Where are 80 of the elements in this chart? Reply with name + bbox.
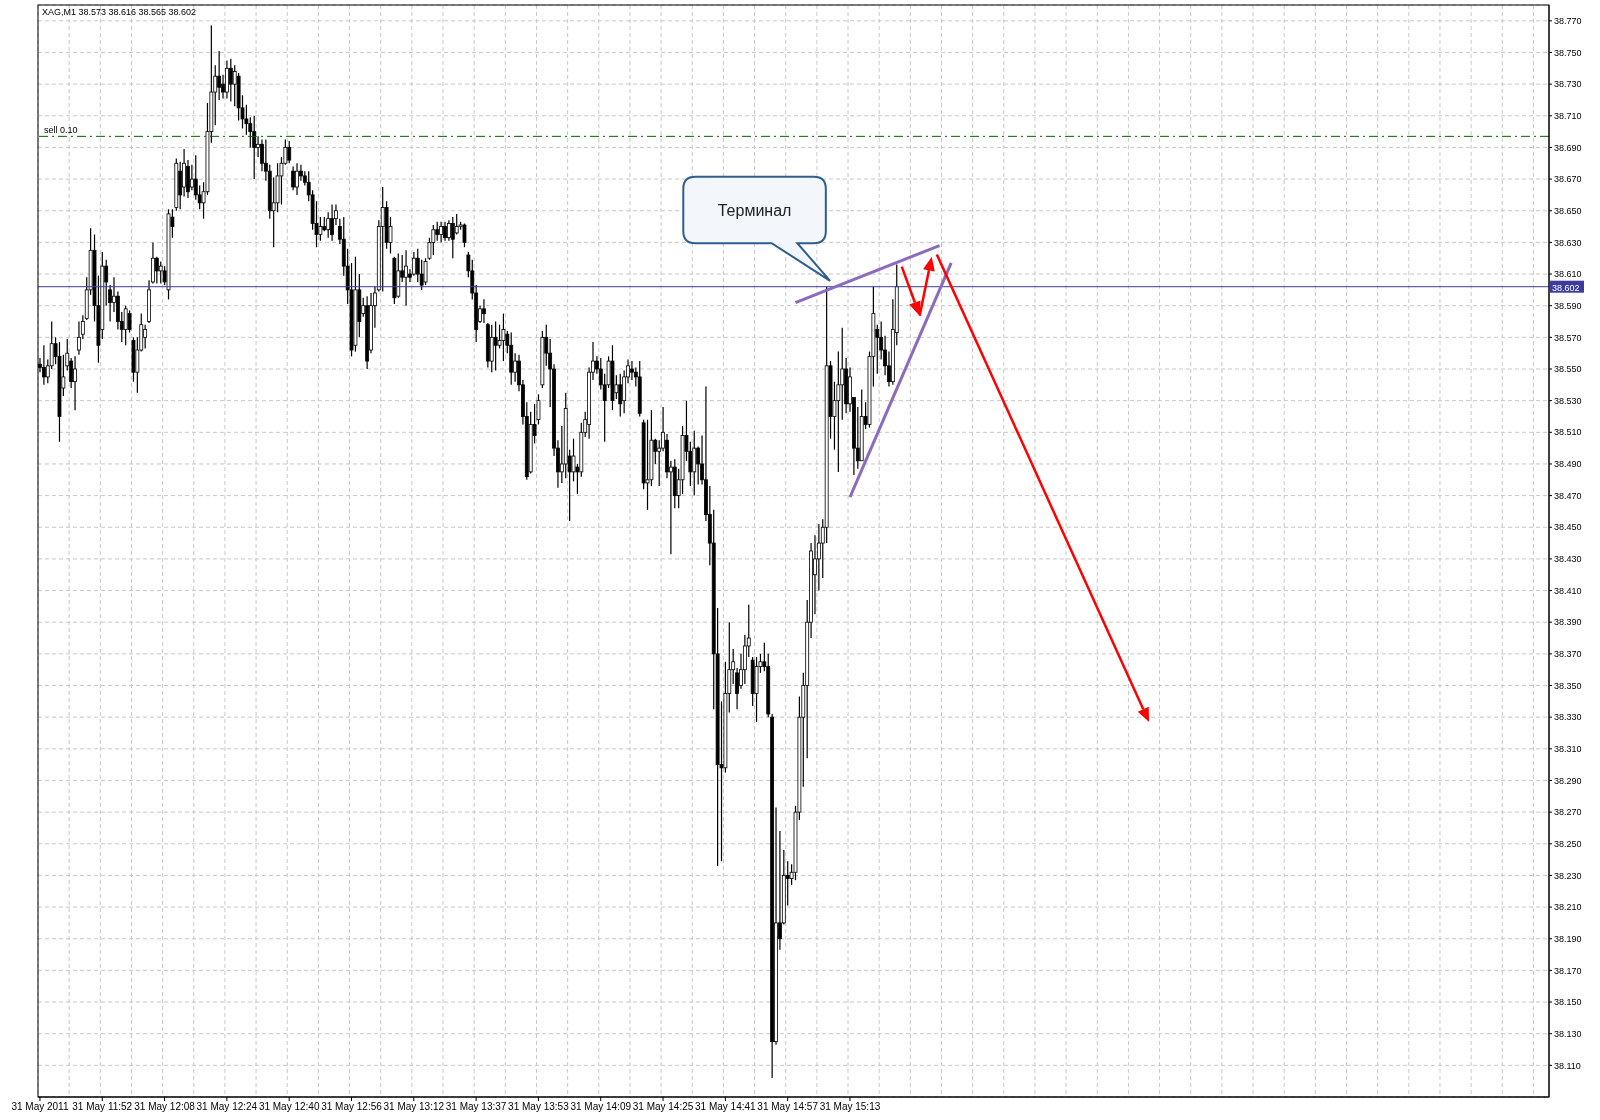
y-tick-label: 38.450 [1554, 522, 1582, 533]
candlestick [158, 260, 163, 285]
x-tick-label: 31 May 13:37 [445, 1101, 507, 1113]
y-tick-label: 38.670 [1554, 174, 1582, 185]
x-tick-label: 31 May 2011 [11, 1101, 69, 1113]
candlestick [73, 355, 77, 411]
x-tick-label: 31 May 14:25 [632, 1101, 694, 1113]
x-tick-label: 31 May 15:13 [819, 1101, 881, 1113]
ref-line-label: sell 0.10 [44, 125, 78, 136]
y-tick-label: 38.410 [1554, 585, 1582, 596]
y-tick-label: 38.690 [1554, 142, 1582, 153]
y-tick-label: 38.350 [1554, 680, 1582, 691]
y-tick-label: 38.130 [1554, 1028, 1582, 1039]
y-tick-label: 38.110 [1554, 1060, 1581, 1071]
x-tick-label: 31 May 14:41 [695, 1101, 757, 1113]
y-tick-label: 38.310 [1554, 744, 1582, 755]
y-tick-label: 38.370 [1554, 649, 1582, 660]
x-tick-label: 31 May 13:53 [508, 1101, 570, 1113]
y-tick-label: 38.590 [1554, 300, 1582, 311]
candlestick [228, 58, 233, 103]
y-tick-label: 38.630 [1554, 237, 1582, 248]
y-tick-label: 38.530 [1554, 395, 1582, 406]
x-tick-label: 31 May 14:09 [570, 1101, 632, 1113]
y-tick-label: 38.470 [1554, 490, 1582, 501]
y-tick-label: 38.710 [1554, 110, 1582, 121]
candlestick [217, 50, 222, 101]
y-tick-label: 38.650 [1554, 205, 1582, 216]
candlestick [326, 211, 331, 239]
y-tick-label: 38.550 [1554, 364, 1582, 375]
candlestick [41, 344, 46, 386]
y-tick-label: 38.330 [1554, 712, 1582, 723]
candlestick [143, 324, 148, 350]
x-tick-label: 31 May 12:24 [196, 1101, 258, 1113]
y-tick-label: 38.610 [1554, 269, 1582, 280]
candlestick [450, 216, 455, 259]
candlestick [225, 59, 229, 99]
candlestick [431, 224, 436, 256]
y-tick-label: 38.250 [1554, 838, 1582, 849]
candlestick [493, 320, 498, 372]
candlestick [435, 221, 440, 242]
y-tick-label: 38.770 [1554, 16, 1582, 27]
y-tick-label: 38.190 [1554, 933, 1582, 944]
candlestick [836, 350, 841, 473]
y-tick-label: 38.570 [1554, 332, 1582, 343]
candlestick [127, 309, 132, 334]
chart-title: XAG,M1 38.573 38.616 38.565 38.602 [42, 7, 197, 17]
candlestick [482, 298, 486, 324]
candlestick [439, 221, 444, 243]
candlestick [287, 140, 292, 164]
ref-line-label: 38.602 [1552, 282, 1580, 293]
y-tick-label: 38.170 [1554, 965, 1582, 976]
annotation: Терминал [717, 202, 792, 220]
candlestick [447, 219, 451, 242]
x-tick-label: 31 May 14:57 [757, 1101, 819, 1113]
x-tick-label: 31 May 12:40 [258, 1101, 320, 1113]
y-tick-label: 38.730 [1554, 79, 1582, 90]
x-tick-label: 31 May 13:12 [383, 1101, 445, 1113]
candlestick [501, 313, 506, 362]
y-tick-label: 38.390 [1554, 617, 1582, 628]
candlestick [252, 115, 257, 180]
candlestick [330, 203, 334, 242]
candlestick [443, 221, 447, 242]
y-tick-label: 38.750 [1554, 47, 1582, 58]
candlestick [154, 256, 159, 285]
y-tick-label: 38.210 [1554, 902, 1582, 913]
candlestick [291, 165, 296, 191]
y-tick-label: 38.150 [1554, 997, 1582, 1008]
y-tick-label: 38.290 [1554, 775, 1582, 786]
x-tick-label: 31 May 11:52 [72, 1101, 133, 1113]
y-tick-label: 38.270 [1554, 807, 1582, 818]
candlestick [295, 162, 299, 196]
x-tick-label: 31 May 12:56 [321, 1101, 383, 1113]
candlestick [692, 430, 697, 497]
candlestick [618, 373, 623, 418]
y-tick-label: 38.430 [1554, 554, 1582, 565]
y-tick-label: 38.510 [1554, 427, 1582, 438]
x-tick-label: 31 May 12:08 [134, 1101, 196, 1113]
y-tick-label: 38.490 [1554, 459, 1582, 470]
y-tick-label: 38.230 [1554, 870, 1582, 881]
candlestick [404, 249, 408, 307]
